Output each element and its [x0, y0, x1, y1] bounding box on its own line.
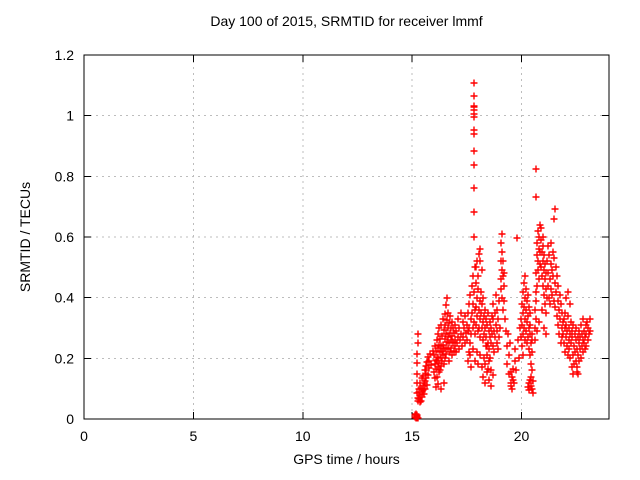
y-tick-label: 1.2 — [55, 47, 75, 63]
y-tick-label: 0 — [66, 411, 74, 427]
x-tick-label: 5 — [189, 428, 197, 444]
y-tick-label: 0.6 — [55, 229, 75, 245]
y-tick-label: 0.4 — [55, 290, 75, 306]
chart-title: Day 100 of 2015, SRMTID for receiver lmm… — [210, 13, 483, 29]
x-tick-label: 20 — [514, 428, 530, 444]
x-axis-label: GPS time / hours — [293, 451, 400, 467]
x-tick-label: 10 — [295, 428, 311, 444]
grid-lines — [84, 55, 609, 419]
x-tick-label: 0 — [80, 428, 88, 444]
x-tick-label: 15 — [404, 428, 420, 444]
data-points — [411, 79, 594, 422]
tick-labels: 0 5 10 15 20 0 0.2 0.4 0.6 0.8 1 1.2 — [55, 47, 530, 444]
y-tick-label: 0.2 — [55, 350, 75, 366]
y-tick-label: 1 — [66, 108, 74, 124]
y-tick-label: 0.8 — [55, 168, 75, 184]
